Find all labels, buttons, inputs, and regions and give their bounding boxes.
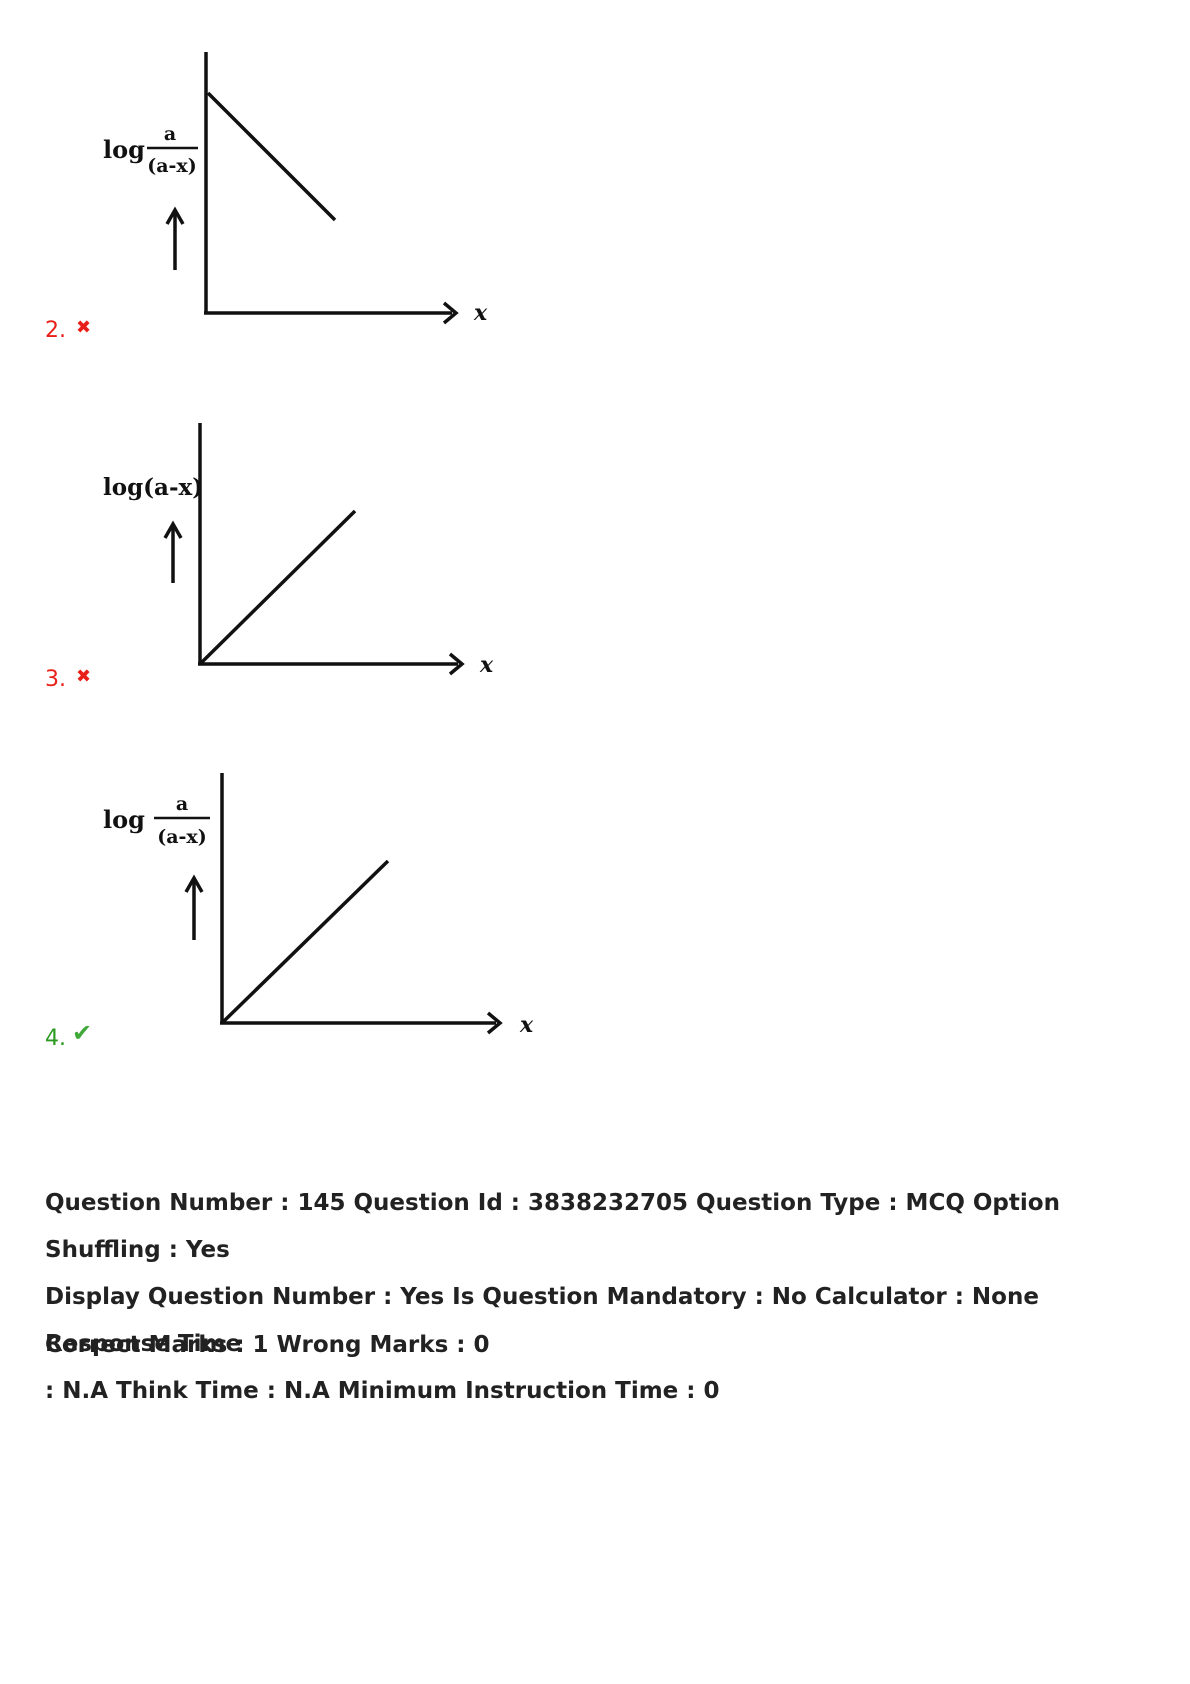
wrong-mark-icon: ✖ [76, 666, 92, 687]
question-meta: Question Number : 145 Question Id : 3838… [45, 1180, 1155, 1415]
wrong-mark-icon: ✖ [76, 317, 92, 338]
ylabel-denominator: (a-x) [157, 826, 207, 848]
x-axis-arrow-icon [442, 301, 459, 325]
xlabel: x [473, 300, 488, 326]
question-meta-line-2: Display Question Number : Yes Is Questio… [45, 1284, 1039, 1357]
ylabel-prefix: log [103, 805, 145, 834]
ylabel-prefix: log [103, 135, 145, 164]
x-axis-arrow-icon [486, 1011, 503, 1035]
up-arrow-icon [163, 520, 183, 583]
x-axis-arrow-icon [448, 652, 465, 676]
xlabel: x [479, 652, 494, 678]
option-number: 2. [45, 318, 66, 343]
option-number: 4. [45, 1026, 66, 1051]
question-meta-line-1: Question Number : 145 Question Id : 3838… [45, 1190, 1060, 1263]
ylabel-full: log(a-x) [103, 474, 203, 501]
ylabel-denominator: (a-x) [147, 155, 197, 177]
option-2-graph: log a (a-x) x [103, 52, 488, 326]
ylabel-numerator: a [176, 793, 188, 815]
up-arrow-icon [165, 206, 185, 270]
option-number: 3. [45, 667, 66, 692]
option-4-graph: log a (a-x) x [103, 773, 534, 1038]
correct-check-icon: ✔ [72, 1019, 93, 1047]
marks-info: Correct Marks : 1 Wrong Marks : 0 [45, 1332, 490, 1358]
plot-line [221, 859, 390, 1024]
plot-line [206, 91, 337, 222]
xlabel: x [519, 1012, 534, 1038]
ylabel-numerator: a [164, 123, 176, 145]
up-arrow-icon [184, 874, 204, 940]
plot-line [199, 509, 357, 665]
question-meta-line-3: : N.A Think Time : N.A Minimum Instructi… [45, 1378, 720, 1404]
option-3-graph: log(a-x) x [103, 423, 494, 678]
